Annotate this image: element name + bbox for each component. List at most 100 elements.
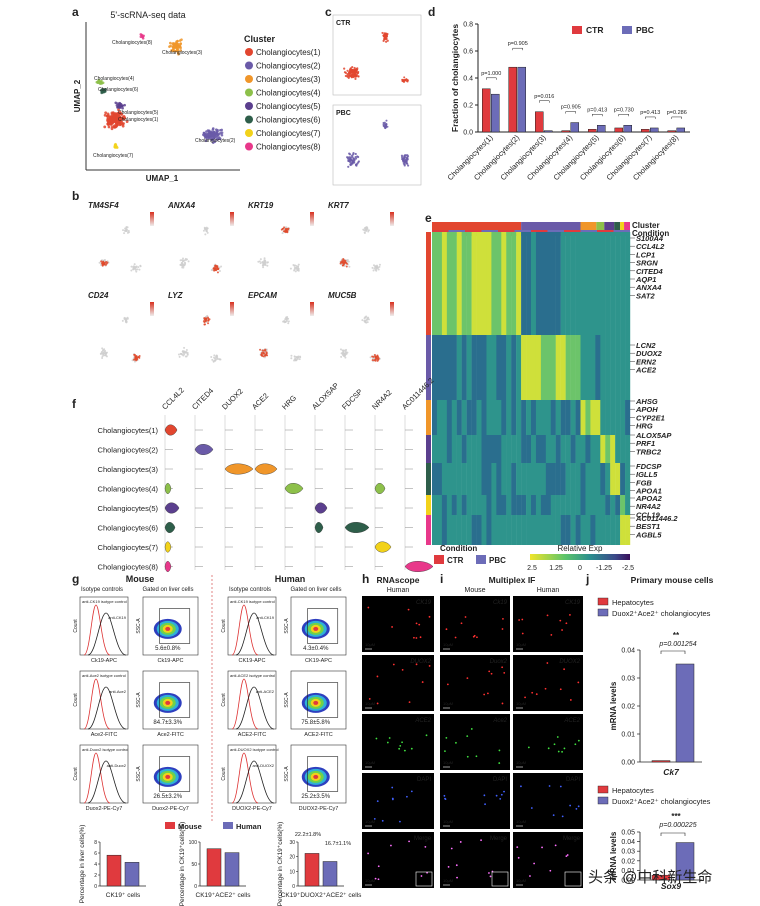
signal-dot (428, 665, 431, 667)
heatmap-cell (446, 400, 452, 435)
heatmap-cell (471, 232, 477, 335)
cell-dot (135, 357, 138, 360)
histogram-frame (79, 596, 129, 656)
axis-label: Ace2-FITC (91, 732, 118, 738)
cell-dot (354, 163, 358, 167)
heatmap-cell (555, 435, 561, 463)
cell-dot (120, 119, 123, 123)
cell-dot (125, 318, 128, 321)
cell-dot (205, 130, 208, 133)
heatmap-cell (486, 400, 492, 435)
image-tile (513, 714, 583, 770)
signal-dot (548, 785, 551, 787)
signal-dot (446, 683, 449, 686)
channel-label: CK19 (565, 600, 581, 606)
legend-label: Human (236, 822, 262, 831)
cell-dot (218, 269, 221, 272)
heatmap-cell (476, 232, 482, 335)
species-label: Mouse (464, 587, 485, 594)
y-tick-label: 0.6 (463, 49, 473, 56)
y-tick-label: 0.8 (463, 22, 473, 29)
cell-dot (181, 257, 184, 260)
bar (322, 861, 338, 887)
heatmap-cell (471, 515, 477, 545)
isotype-curve (231, 752, 259, 804)
cell-dot (297, 267, 300, 270)
cell-dot (375, 267, 378, 270)
bar (667, 130, 676, 133)
heatmap-cell (600, 400, 606, 435)
heatmap-cell (545, 515, 551, 545)
heatmap-cell (511, 335, 517, 400)
heatmap-cell (575, 400, 581, 435)
cell-dot (215, 265, 218, 268)
heatmap-cell (461, 232, 467, 335)
cell-dot (137, 266, 140, 269)
heatmap-cell (521, 335, 527, 400)
heatmap-cell (555, 232, 561, 335)
isotype-label: anti-ACE2 isotype control (230, 673, 275, 678)
cell-dot (266, 354, 269, 357)
y-tick-label: 8 (94, 840, 97, 846)
cell-dot (348, 265, 351, 268)
cluster-bar (614, 222, 621, 230)
heatmap-cell (461, 435, 467, 463)
signal-dot (470, 728, 473, 730)
gene-title: LYZ (168, 291, 184, 300)
signal-dot (577, 805, 580, 808)
heatmap-cell (526, 335, 532, 400)
y-tick-label: 0.04 (621, 839, 635, 846)
image-tile (362, 832, 434, 888)
cell-dot (377, 268, 380, 271)
panel-title: Primary mouse cells (631, 575, 714, 585)
panel-letter: i (440, 572, 443, 586)
heatmap-cell (590, 435, 596, 463)
y-tick-label: 0.01 (621, 868, 635, 875)
panel-letter: a (72, 5, 79, 19)
cell-dot (177, 353, 180, 356)
cell-dot (181, 264, 184, 267)
cell-dot (264, 264, 267, 267)
cell-dot (114, 146, 117, 149)
signal-dot (388, 737, 391, 739)
cell-dot (186, 258, 189, 261)
axis-label: SSC-A (284, 692, 290, 708)
y-tick-label: 0.00 (621, 878, 635, 885)
image-tile (513, 596, 583, 652)
gene-title: MUC5B (328, 291, 357, 300)
cell-dot (105, 262, 108, 265)
panel-letter: b (72, 189, 79, 203)
inset (491, 871, 509, 887)
signal-dot (401, 669, 404, 671)
cell-dot (355, 67, 358, 71)
cell-dot (264, 260, 267, 263)
cell-dot (285, 317, 288, 320)
heatmap-cell (441, 463, 448, 495)
gene-label: AGBL5 (635, 530, 662, 539)
colorbar-label: 0 (578, 565, 582, 572)
heatmap-cell (540, 232, 547, 335)
y-tick-label: 10 (289, 869, 295, 875)
signal-dot (517, 856, 520, 859)
signal-dot (565, 855, 568, 858)
heatmap-cell (545, 495, 551, 515)
heatmap-cell (575, 463, 581, 495)
heatmap-cell (531, 515, 537, 545)
antibody-label: anti-Duox2 (107, 763, 127, 768)
signal-dot (547, 747, 550, 750)
cell-dot (118, 102, 122, 106)
cell-dot (179, 49, 183, 52)
heatmap-cell (575, 515, 581, 545)
colorbar (150, 302, 154, 316)
cell-dot (352, 153, 355, 156)
species-title: Human (275, 574, 306, 584)
cell-dot (352, 161, 355, 164)
heatmap-cell (615, 515, 621, 545)
signal-dot (552, 814, 555, 817)
heatmap-cell (506, 495, 512, 515)
p-value: p=1.000 (481, 71, 501, 77)
cell-dot (293, 264, 296, 267)
p-value: p=0.286 (667, 110, 687, 116)
cluster-bar (604, 222, 615, 230)
p-value: p=0.905 (561, 105, 581, 111)
